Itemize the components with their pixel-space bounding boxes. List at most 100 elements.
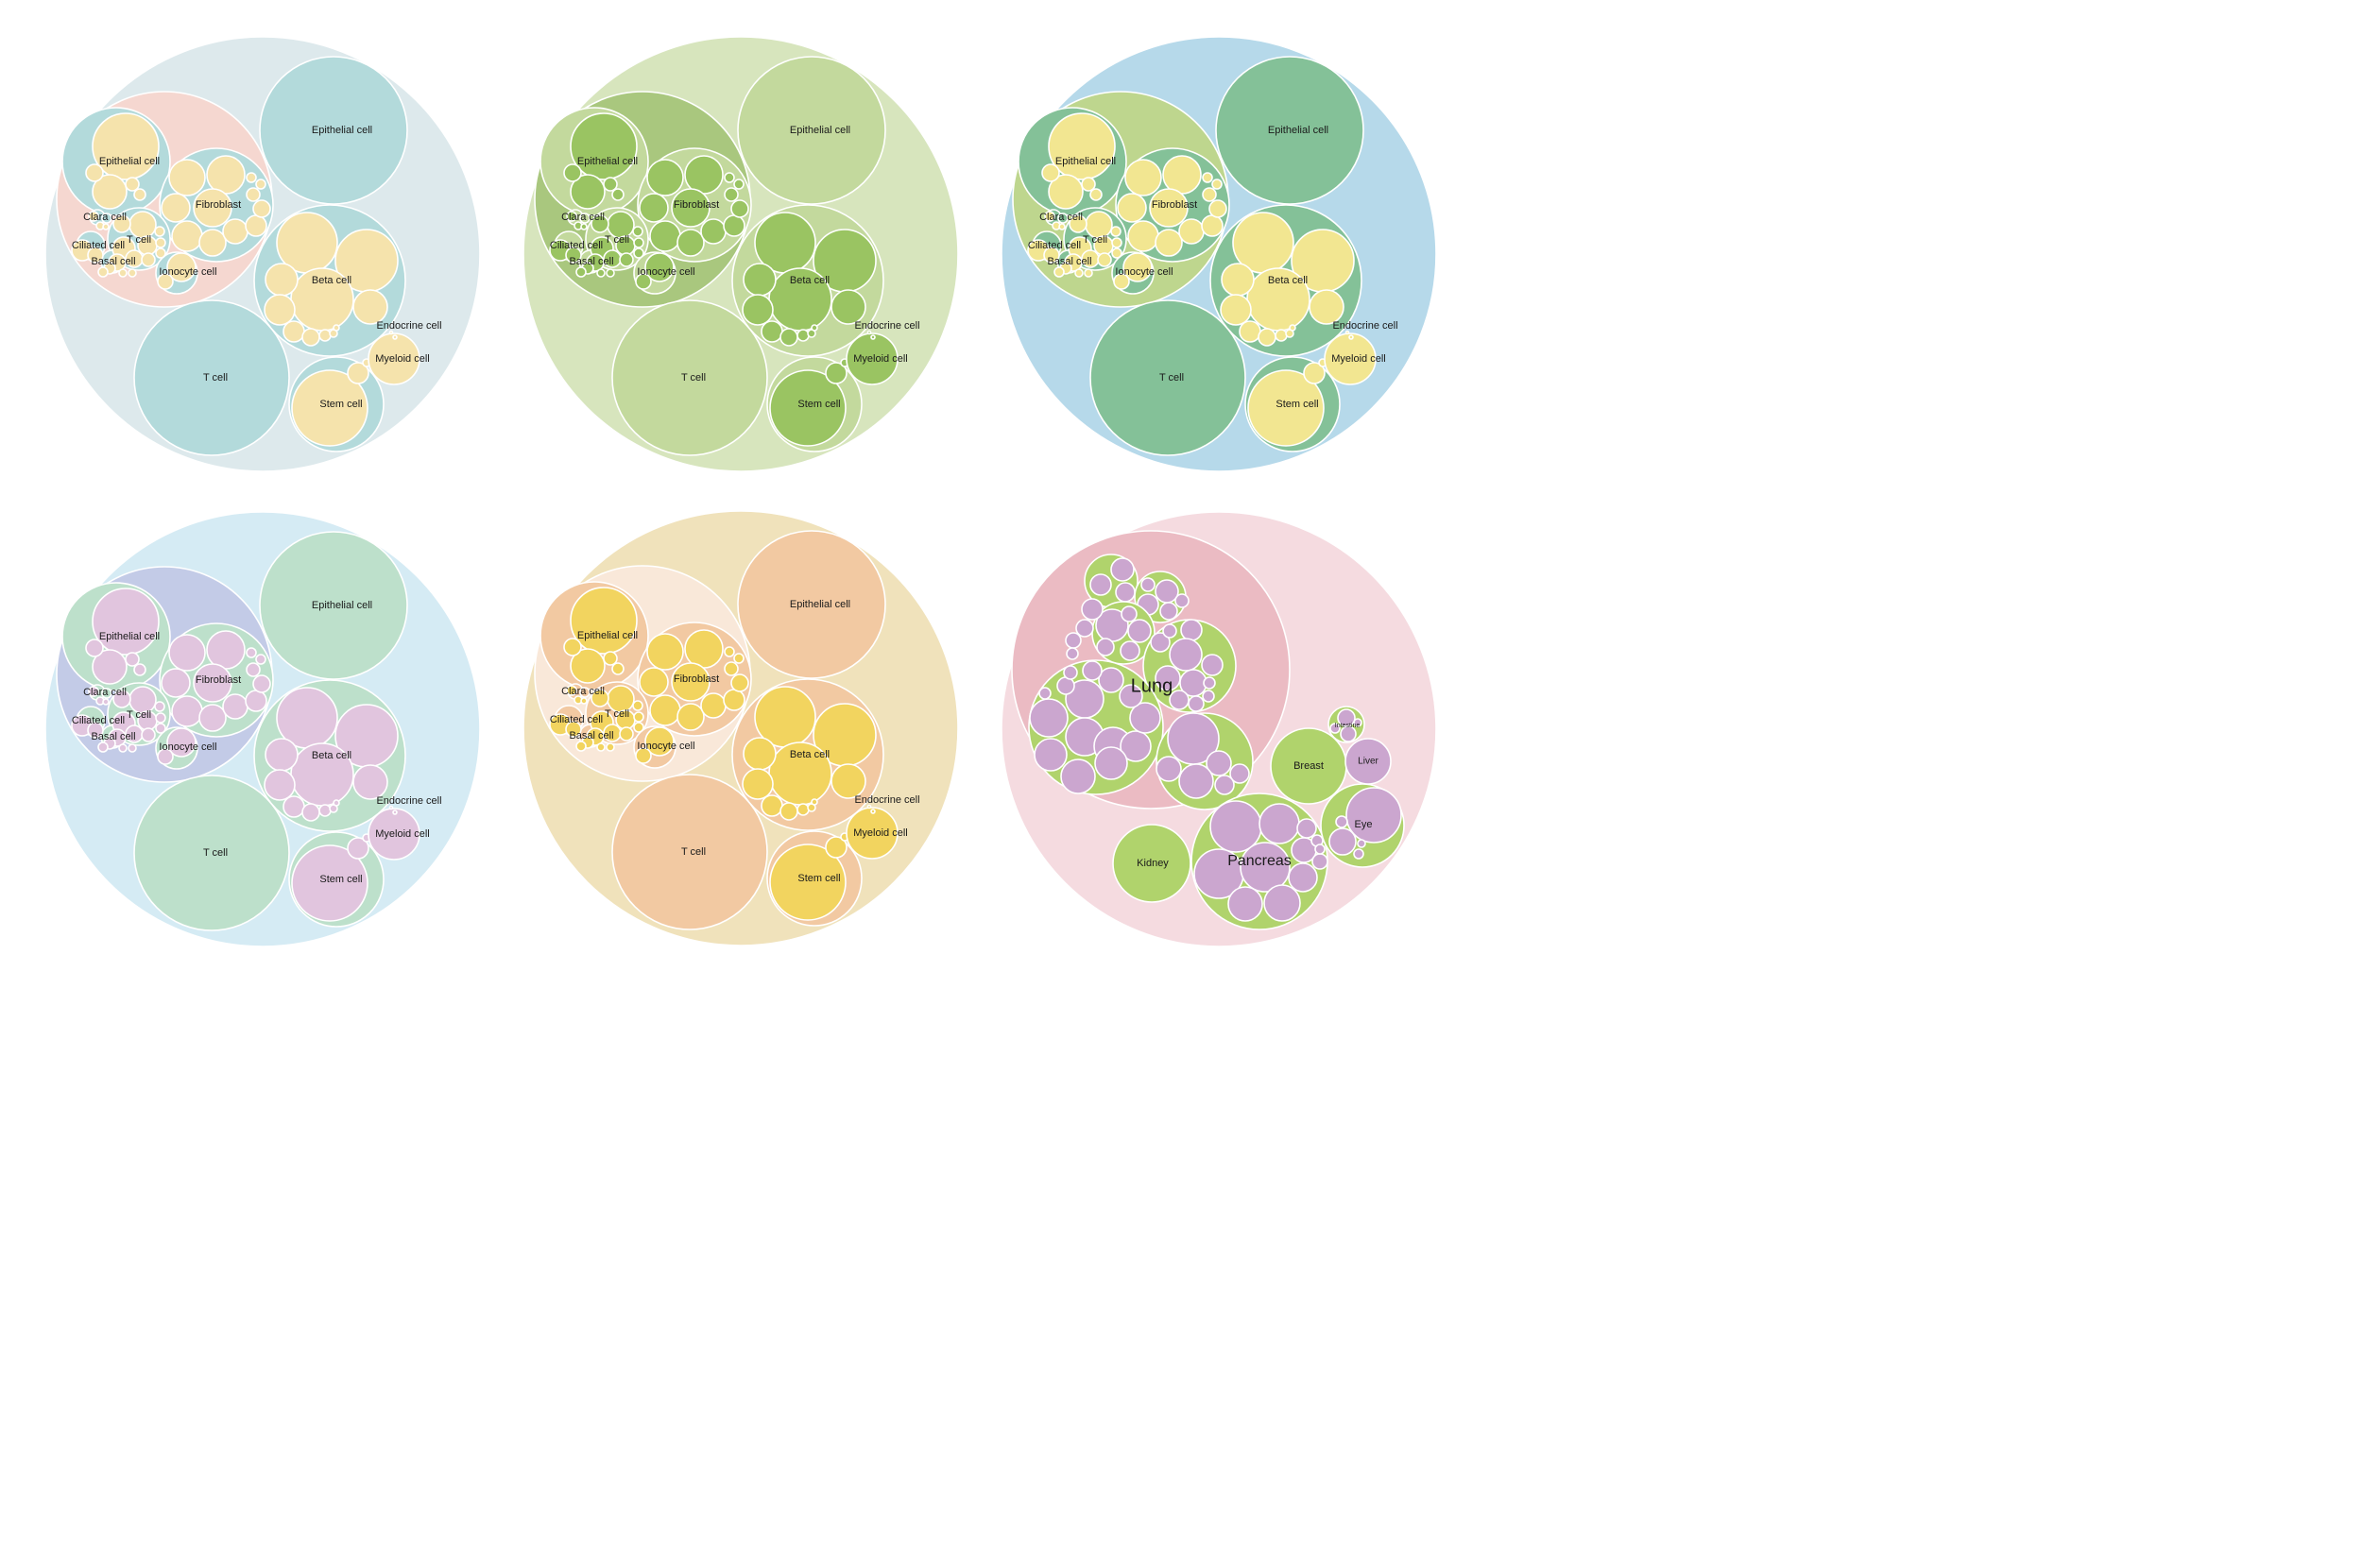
cell-leaf-circle (768, 741, 832, 806)
cell-leaf-circle (125, 652, 140, 667)
cell-leaf-circle (563, 163, 582, 182)
cell-leaf-circle (125, 724, 144, 743)
organ-leaf-circle (1096, 638, 1115, 656)
epithelial-cell-type-circle (737, 530, 886, 679)
organ-leaf-circle (1082, 660, 1103, 681)
cell-leaf-circle (724, 646, 735, 657)
cell-leaf-circle (168, 634, 206, 672)
myeloid-cell-circle (846, 332, 899, 385)
cell-leaf-circle (730, 673, 749, 692)
cell-leaf-circle (563, 638, 582, 656)
cell-leaf-circle (700, 692, 727, 719)
cell-leaf-circle (1124, 159, 1162, 196)
cell-leaf-circle (1202, 187, 1217, 202)
endocrine-cell-leaf-circle (392, 334, 398, 340)
organ-leaf-circle (1311, 853, 1328, 870)
cell-leaf-circle (112, 214, 131, 233)
cell-leaf-circle (128, 211, 157, 239)
cell-leaf-circle (830, 289, 866, 325)
cell-leaf-circle (603, 651, 618, 666)
cell-leaf-circle (633, 237, 644, 248)
organ-leaf-circle (1337, 708, 1356, 727)
cell-leaf-circle (255, 179, 266, 190)
cell-leaf-circle (733, 179, 745, 190)
cell-leaf-circle (1110, 226, 1122, 237)
cell-leaf-circle (570, 112, 638, 180)
organ-leaf-circle (1203, 676, 1216, 690)
cell-leaf-circle (733, 653, 745, 664)
organ-leaf-circle (1081, 598, 1104, 621)
cell-leaf-circle (154, 701, 165, 712)
cell-leaf-circle (611, 662, 625, 675)
cell-leaf-circle (222, 693, 248, 720)
endocrine-cell-leaf-circle (1344, 330, 1350, 335)
liver-circle (1344, 738, 1392, 785)
myeloid-cell-circle (368, 332, 420, 385)
organ-leaf-circle (1345, 787, 1402, 844)
organ-leaf-circle (1340, 725, 1357, 742)
cell-leaf-circle (646, 633, 684, 671)
cell-leaf-circle (570, 648, 606, 684)
cell-leaf-circle (193, 663, 232, 703)
cell-leaf-circle (575, 266, 587, 278)
organ-leaf-circle (1120, 730, 1152, 762)
organ-leaf-circle (1029, 698, 1069, 738)
small-cell-type-circle (1057, 213, 1069, 224)
organ-leaf-circle (1188, 695, 1205, 712)
t-cell-type-circle (1089, 299, 1246, 456)
endocrine-cell-leaf-circle (870, 809, 876, 814)
cell-leaf-circle (118, 743, 128, 753)
cell-leaf-circle (1155, 229, 1183, 257)
endocrine-cell-leaf-circle (388, 805, 394, 810)
organ-leaf-circle (1156, 756, 1182, 782)
cell-leaf-circle (97, 266, 109, 278)
organ-leaf-circle (1169, 690, 1190, 710)
cell-leaf-circle (301, 803, 320, 822)
cell-leaf-circle (112, 690, 131, 708)
breast-circle (1270, 727, 1347, 805)
cell-leaf-circle (102, 223, 110, 230)
cell-leaf-circle (1289, 324, 1296, 332)
cell-leaf-circle (283, 320, 305, 343)
organ-leaf-circle (1129, 702, 1161, 734)
organ-leaf-circle (1296, 818, 1317, 839)
cell-leaf-circle (198, 229, 227, 257)
cell-leaf-circle (88, 211, 99, 222)
cell-leaf-circle (1239, 320, 1261, 343)
cell-leaf-circle (264, 769, 296, 801)
cell-leaf-circle (1220, 294, 1252, 326)
cell-leaf-circle (133, 663, 146, 676)
cell-leaf-circle (615, 235, 636, 256)
organ-leaf-circle (1056, 676, 1075, 695)
cell-leaf-circle (161, 193, 191, 223)
cell-leaf-circle (796, 803, 810, 816)
organ-leaf-circle (1229, 763, 1250, 784)
cell-leaf-circle (779, 802, 798, 821)
cell-leaf-circle (633, 711, 644, 723)
myeloid-cell-circle (368, 808, 420, 861)
organ-leaf-circle (1150, 632, 1171, 653)
kidney-circle (1112, 824, 1191, 903)
cell-leaf-circle (570, 174, 606, 210)
cell-leaf-circle (155, 712, 166, 724)
cell-leaf-circle (222, 218, 248, 245)
cell-leaf-circle (596, 268, 606, 278)
cell-leaf-circle (603, 724, 622, 742)
cell-leaf-circle (333, 324, 340, 332)
endocrine-cell-leaf-circle (866, 330, 872, 335)
organ-leaf-circle (1063, 665, 1078, 680)
cell-leaf-circle (1211, 179, 1223, 190)
cell-leaf-circle (1111, 247, 1122, 259)
organ-leaf-circle (1075, 619, 1094, 638)
cell-leaf-circle (1041, 163, 1060, 182)
endocrine-cell-leaf-circle (392, 810, 398, 815)
cell-leaf-circle (97, 741, 109, 753)
cell-leaf-circle (632, 226, 643, 237)
cell-leaf-circle (85, 639, 104, 657)
cell-leaf-circle (265, 263, 299, 297)
small-cell-type-circle (101, 213, 112, 224)
cell-leaf-circle (128, 268, 137, 278)
cell-leaf-circle (1089, 188, 1103, 201)
